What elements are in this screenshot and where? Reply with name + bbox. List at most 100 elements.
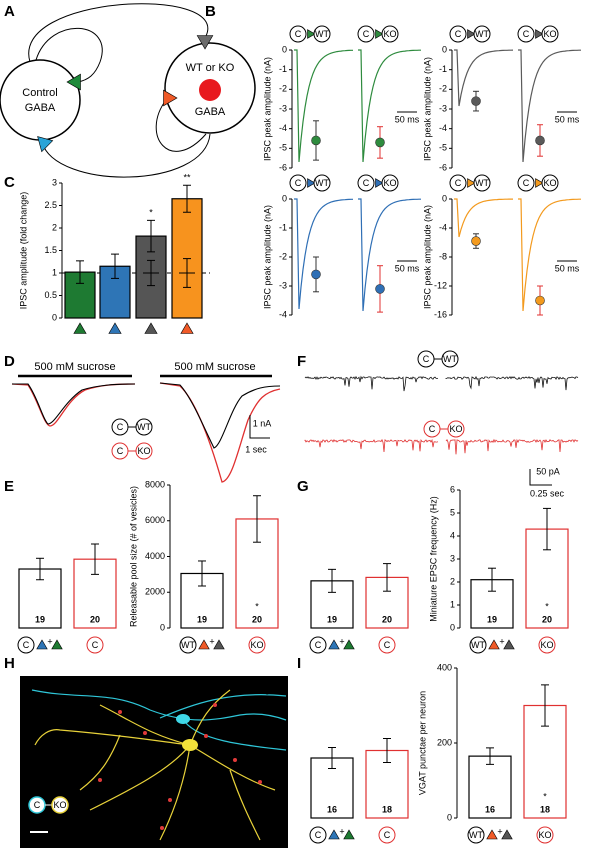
triangle-marker <box>163 89 178 107</box>
y-tick-label: 3 <box>52 177 57 187</box>
y-axis-label: IPSC amplitude (fold change) <box>18 192 28 310</box>
cell-icon <box>17 636 35 654</box>
y-tick-label: 5 <box>450 507 455 517</box>
y-tick-label: 200 <box>437 737 452 747</box>
cell-label: KO <box>449 424 462 434</box>
triangle-marker <box>51 639 63 650</box>
n-label: 18 <box>540 804 550 814</box>
join-symbol: + <box>209 636 214 646</box>
y-tick-label: 0 <box>450 622 455 632</box>
cell-label: C <box>423 354 430 364</box>
triangle-marker <box>37 136 54 153</box>
cell-icon <box>441 350 459 368</box>
triangle-marker <box>180 322 194 334</box>
cell-label: C <box>363 178 370 188</box>
sucrose-trace <box>159 382 281 483</box>
neurites <box>31 689 287 841</box>
y-tick-label: -3 <box>279 103 287 113</box>
label: WT or KO <box>186 62 235 74</box>
cell-icon <box>86 636 104 654</box>
y-tick-label: -6 <box>439 162 447 172</box>
cell-label: C <box>384 830 391 840</box>
bar <box>310 757 354 819</box>
cell-label: C <box>523 178 530 188</box>
cell-icon <box>51 796 69 814</box>
scale-label: 50 pA <box>536 466 560 476</box>
stain-label: Vgat <box>259 684 278 694</box>
y-tick-label: 3 <box>450 553 455 563</box>
mepsc-trace <box>445 375 579 391</box>
y-tick-label: 0 <box>160 622 165 632</box>
scale-bar <box>529 469 552 486</box>
current-trace <box>294 49 353 163</box>
triangle-marker <box>328 639 340 650</box>
cell-icon <box>381 174 399 192</box>
triangle-marker <box>503 639 515 650</box>
image-background <box>20 676 288 848</box>
triangle-marker <box>144 322 158 334</box>
cell-label: WT <box>475 178 489 188</box>
current-trace <box>294 198 353 310</box>
panel-letter: B <box>205 3 216 20</box>
y-tick-label: 0 <box>447 812 452 822</box>
cell-icon <box>467 826 485 844</box>
y-tick-label: 2000 <box>145 587 165 597</box>
current-trace <box>358 198 421 312</box>
cell-label: WT <box>475 29 489 39</box>
panel-letter: I <box>297 655 301 672</box>
y-tick-label: -1 <box>439 64 447 74</box>
cell-label: KO <box>137 446 150 456</box>
cell-label: C <box>117 422 124 432</box>
cell-icon <box>357 174 375 192</box>
panel-letter: E <box>4 478 14 495</box>
cell-icon <box>313 174 331 192</box>
significance: * <box>149 208 153 218</box>
y-tick-label: 2.5 <box>44 200 57 210</box>
bar <box>468 755 512 819</box>
triangle-marker <box>307 178 316 188</box>
y-tick-label: -12 <box>434 280 447 290</box>
cell-label: C <box>455 178 462 188</box>
n-label: 16 <box>485 804 495 814</box>
triangle-marker <box>486 829 498 840</box>
y-tick-label: -2 <box>279 251 287 261</box>
panel-letter: C <box>4 174 15 191</box>
n-label: 19 <box>487 614 497 624</box>
significance: * <box>545 601 549 611</box>
y-tick-label: 8000 <box>145 479 165 489</box>
y-tick-label: 4000 <box>145 551 165 561</box>
stimulus-label: 500 mM sucrose <box>34 361 115 373</box>
n-label: 20 <box>542 614 552 624</box>
soma <box>176 714 190 724</box>
join-symbol: + <box>499 636 504 646</box>
cell-icon <box>289 25 307 43</box>
cell-label: C <box>384 640 391 650</box>
y-tick-label: 0 <box>282 44 287 54</box>
cell-label: KO <box>53 800 66 810</box>
cell-label: C <box>315 830 322 840</box>
triangle-marker <box>488 639 500 650</box>
y-tick-label: -5 <box>439 143 447 153</box>
current-trace <box>358 49 421 163</box>
current-trace <box>518 198 581 312</box>
n-label: 19 <box>35 614 45 624</box>
triangle-marker <box>343 639 355 650</box>
n-label: 19 <box>197 614 207 624</box>
label: GABA <box>195 106 226 118</box>
label: Control <box>22 87 57 99</box>
cell-icon <box>517 25 535 43</box>
micrograph <box>20 676 288 848</box>
scale-label: 50 ms <box>395 263 420 273</box>
connection-arrow <box>41 133 211 178</box>
mepsc-trace <box>304 375 439 392</box>
triangle-marker <box>196 35 214 50</box>
y-tick-label: -2 <box>279 84 287 94</box>
cell-label: WT <box>469 830 483 840</box>
cell-icon <box>381 25 399 43</box>
cell-label: C <box>34 800 41 810</box>
cell-label: KO <box>538 830 551 840</box>
y-tick-label: -16 <box>434 309 447 319</box>
scale-label: 1 sec <box>245 444 267 454</box>
sucrose-trace <box>159 382 281 449</box>
